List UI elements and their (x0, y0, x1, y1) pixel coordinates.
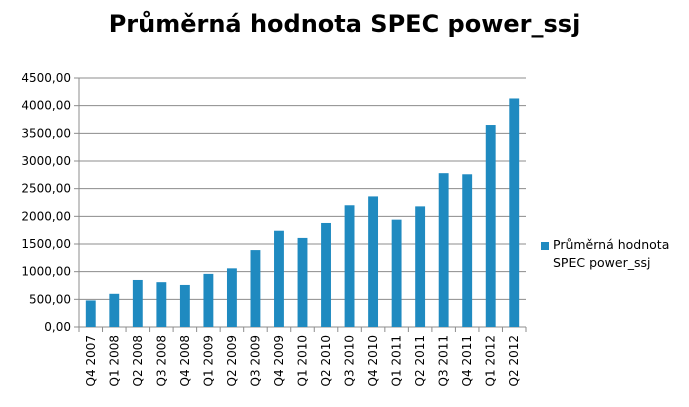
y-tick-label: 4000,00 (21, 99, 71, 113)
x-tick-label: Q4 2010 (366, 335, 380, 386)
bar (156, 282, 167, 327)
x-tick-label: Q1 2011 (390, 335, 404, 386)
y-tick-label: 4500,00 (21, 71, 71, 85)
y-tick-label: 3500,00 (21, 126, 71, 140)
y-tick-label: 1500,00 (21, 237, 71, 251)
x-tick-label: Q2 2009 (225, 335, 239, 386)
x-tick-label: Q1 2008 (107, 335, 121, 386)
x-tick-label: Q3 2009 (248, 335, 262, 386)
bar (109, 293, 120, 327)
y-axis: 0,00 500,00 1000,00 1500,00 2000,00 2500,00 30… (21, 71, 80, 334)
x-tick-label: Q4 2007 (84, 335, 98, 386)
y-tick-label: 0,00 (44, 320, 71, 334)
bar (297, 237, 308, 327)
x-tick-label: Q2 2011 (413, 335, 427, 386)
legend-swatch (541, 242, 549, 250)
bar (391, 219, 402, 327)
x-tick-label: Q1 2010 (296, 335, 310, 386)
x-tick-label: Q2 2010 (319, 335, 333, 386)
x-tick-label: Q3 2010 (343, 335, 357, 386)
bar (132, 279, 143, 327)
bar (226, 268, 237, 327)
y-tick-label: 1000,00 (21, 265, 71, 279)
x-tick-label: Q3 2011 (437, 335, 451, 386)
bar (344, 205, 355, 327)
bar (438, 173, 449, 327)
bar (321, 222, 331, 327)
x-axis: Q4 2007 Q1 2008 Q2 2008 Q3 2008 Q4 2008 Q1 20… (78, 327, 527, 386)
x-tick-label: Q2 2008 (131, 335, 145, 386)
x-tick-label: Q4 2009 (272, 335, 286, 386)
y-tick-label: 500,00 (29, 292, 71, 306)
bar (179, 284, 190, 327)
x-tick-label: Q1 2009 (201, 335, 215, 386)
chart-title: Průměrná hodnota SPEC power_ssj (108, 10, 581, 38)
bar (85, 300, 96, 327)
x-tick-label: Q3 2008 (154, 335, 168, 386)
y-tick-label: 2000,00 (21, 209, 71, 223)
bar (368, 196, 379, 327)
bar (203, 273, 214, 327)
bar (250, 250, 261, 327)
bar (415, 206, 426, 327)
y-tick-label: 2500,00 (21, 182, 71, 196)
bar (509, 98, 520, 328)
bar (274, 230, 284, 327)
bar (485, 125, 496, 328)
y-tick-label: 3000,00 (21, 154, 71, 168)
x-tick-label: Q4 2008 (178, 335, 192, 386)
x-tick-label: Q4 2011 (460, 335, 474, 386)
x-tick-label: Q1 2012 (484, 335, 498, 386)
bars (85, 98, 520, 328)
x-tick-label: Q2 2012 (507, 335, 521, 386)
bar (462, 174, 473, 327)
legend-label: Průměrná hodnota SPEC power_ssj (553, 237, 670, 270)
